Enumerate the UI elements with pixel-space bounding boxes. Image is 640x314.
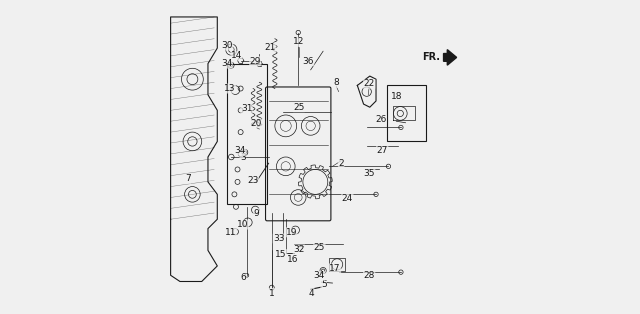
Text: 15: 15	[275, 250, 287, 259]
Text: 33: 33	[273, 234, 285, 243]
Text: 28: 28	[364, 271, 375, 280]
Text: 11: 11	[225, 228, 236, 237]
Text: 22: 22	[364, 79, 375, 88]
Bar	[227, 64, 267, 204]
Text: 1: 1	[269, 289, 275, 297]
Text: 27: 27	[376, 146, 388, 155]
Text: 18: 18	[390, 92, 402, 101]
Text: 19: 19	[285, 228, 297, 237]
Bar	[387, 85, 426, 141]
Text: 25: 25	[314, 243, 325, 252]
Text: 17: 17	[329, 264, 340, 273]
Text: 3: 3	[240, 153, 246, 161]
Text: 35: 35	[364, 169, 375, 178]
Text: 34: 34	[314, 271, 325, 280]
Text: 12: 12	[293, 37, 305, 46]
Text: 7: 7	[185, 174, 191, 183]
Text: 24: 24	[342, 194, 353, 203]
Text: 4: 4	[308, 289, 314, 297]
Text: 34: 34	[221, 59, 232, 68]
Text: 25: 25	[293, 103, 305, 112]
FancyArrow shape	[444, 50, 456, 65]
Text: 8: 8	[333, 78, 339, 87]
Text: 36: 36	[303, 57, 314, 66]
Text: 5: 5	[321, 280, 326, 289]
Text: 16: 16	[287, 255, 299, 264]
Text: 23: 23	[247, 176, 259, 185]
Text: 32: 32	[293, 245, 305, 254]
Text: 21: 21	[264, 43, 276, 52]
Text: 2: 2	[339, 159, 344, 168]
Text: 20: 20	[250, 119, 262, 128]
Text: 26: 26	[375, 115, 387, 124]
Text: 30: 30	[221, 41, 233, 50]
Text: FR.: FR.	[422, 52, 440, 62]
Text: 13: 13	[224, 84, 236, 93]
Text: 9: 9	[253, 208, 259, 218]
Text: 31: 31	[241, 104, 252, 113]
Text: 6: 6	[240, 273, 246, 282]
Text: 34: 34	[235, 146, 246, 155]
Text: 14: 14	[231, 51, 243, 60]
Text: 10: 10	[237, 220, 248, 229]
Text: 29: 29	[250, 57, 261, 66]
